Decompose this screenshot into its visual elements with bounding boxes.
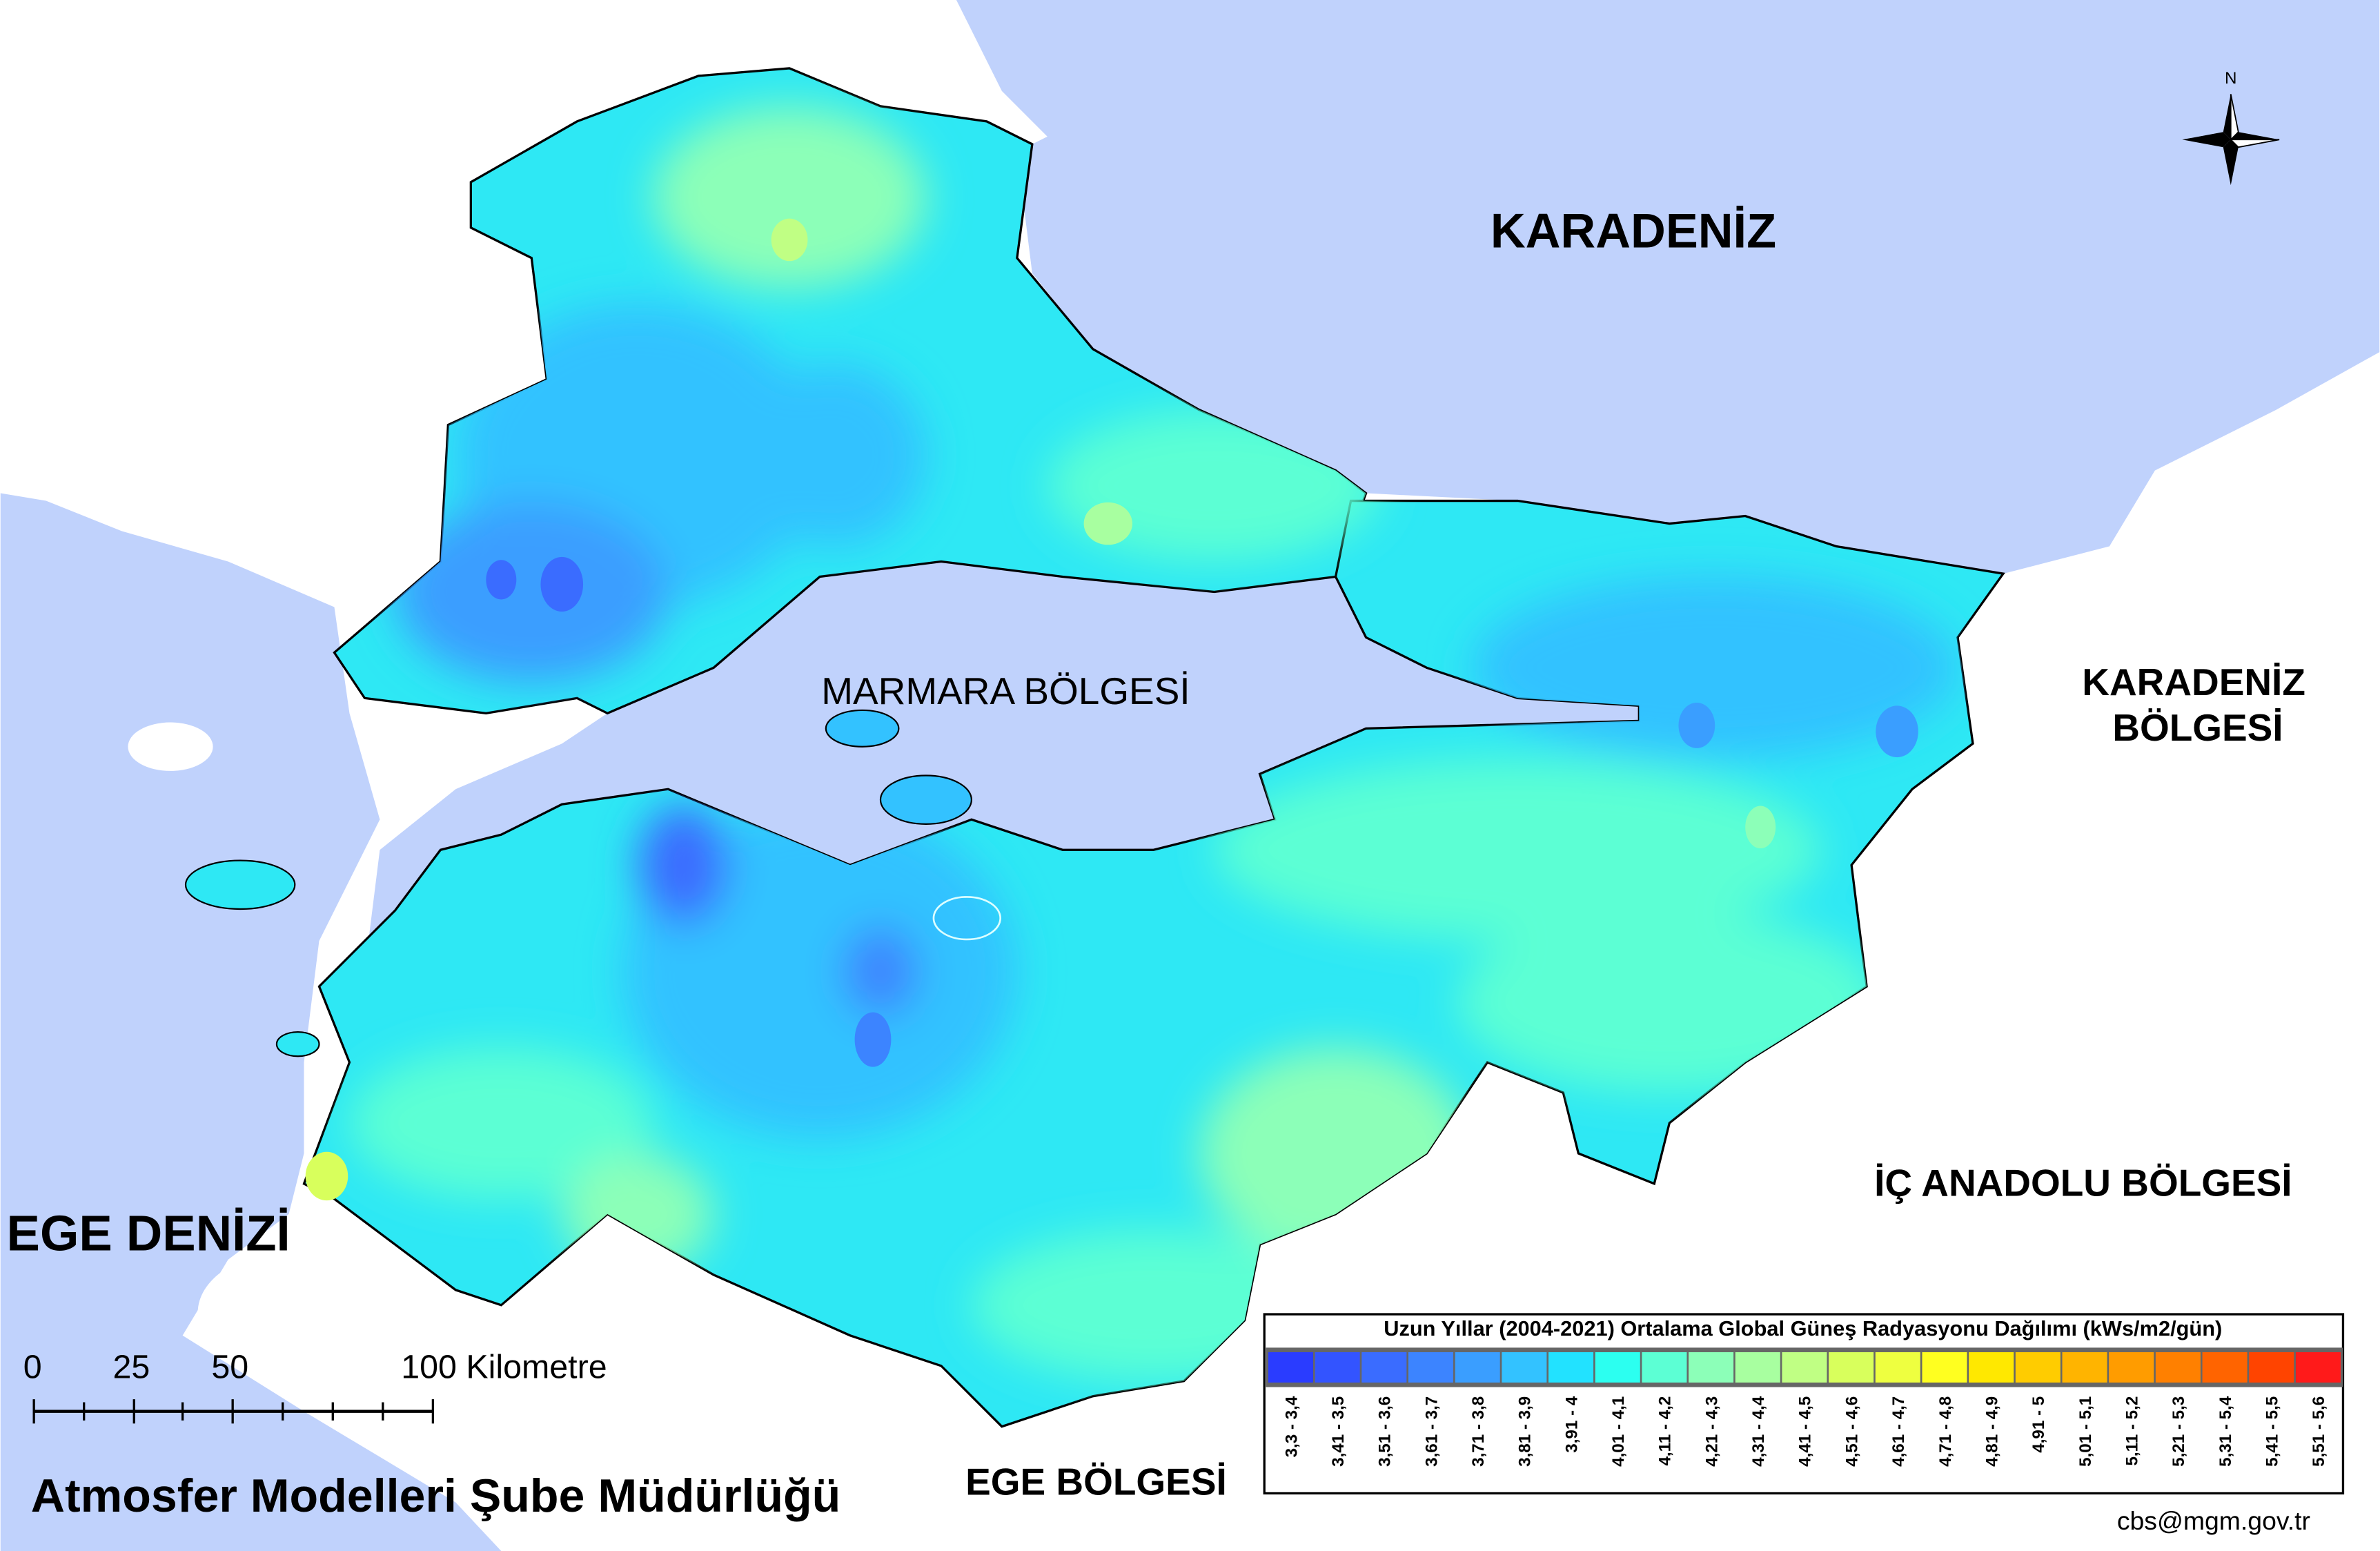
legend-swatch	[2249, 1352, 2294, 1383]
legend-class-label: 4,31 - 4,4	[1749, 1396, 1768, 1467]
legend-class-label: 5,11 - 5,2	[2123, 1396, 2141, 1466]
radiation-spots	[305, 218, 1918, 1201]
north-arrow-icon: N	[2182, 69, 2280, 186]
legend: Uzun Yıllar (2004-2021) Ortalama Global …	[1263, 1313, 2345, 1495]
legend-class-label: 5,31 - 5,4	[2216, 1396, 2235, 1467]
scale-tick-50: 50	[211, 1348, 248, 1385]
legend-class-label: 4,51 - 4,6	[1842, 1396, 1861, 1467]
scale-tick-100: 100 Kilometre	[401, 1348, 607, 1385]
agency-label: Atmosfer Modelleri Şube Müdürlüğü	[31, 1470, 841, 1522]
email-label: cbs@mgm.gov.tr	[2117, 1506, 2310, 1535]
legend-class-label: 4,61 - 4,7	[1889, 1396, 1908, 1467]
north-label: N	[2225, 69, 2236, 88]
scale-tick-25: 25	[112, 1348, 150, 1385]
legend-swatch	[1455, 1352, 1500, 1383]
scale-bar: 0 25 50 100 Kilometre	[23, 1348, 607, 1424]
legend-swatch	[2062, 1352, 2107, 1383]
legend-class-label: 3,61 - 3,7	[1422, 1396, 1441, 1467]
legend-class-label: 5,41 - 5,5	[2263, 1396, 2282, 1467]
legend-class-label: 4,71 - 4,8	[1936, 1396, 1955, 1467]
legend-swatch	[1782, 1352, 1827, 1383]
legend-swatch	[1875, 1352, 1920, 1383]
legend-swatch	[1829, 1352, 1874, 1383]
legend-class-label: 3,3 - 3,4	[1282, 1396, 1301, 1457]
legend-swatch	[1315, 1352, 1360, 1383]
legend-class-label: 4,91 - 5	[2029, 1396, 2048, 1453]
legend-swatch	[1689, 1352, 1734, 1383]
label-central-anatolia: İÇ ANADOLU BÖLGESİ	[1874, 1162, 2292, 1204]
legend-swatch	[1735, 1352, 1780, 1383]
kapidag-peninsula	[879, 774, 972, 825]
label-marmara-region: MARMARA BÖLGESİ	[821, 670, 1190, 712]
label-aegean-sea: EGE DENİZİ	[7, 1206, 291, 1262]
legend-swatch	[1548, 1352, 1594, 1383]
legend-class-label: 5,21 - 5,3	[2170, 1396, 2188, 1467]
legend-class-label: 3,41 - 3,5	[1329, 1396, 1348, 1467]
black-sea	[956, 0, 2380, 574]
scale-tick-0: 0	[23, 1348, 42, 1385]
legend-class-label: 4,41 - 4,5	[1796, 1396, 1815, 1467]
legend-class-label: 3,91 - 4	[1562, 1396, 1581, 1453]
legend-class-label: 4,81 - 4,9	[1983, 1396, 2001, 1467]
legend-class-label: 5,51 - 5,6	[2310, 1396, 2328, 1467]
legend-swatch	[1595, 1352, 1640, 1383]
gokceada-island	[184, 859, 296, 910]
legend-swatch	[2295, 1352, 2341, 1383]
label-black-sea: KARADENİZ	[1491, 203, 1776, 257]
lake	[932, 896, 1001, 941]
label-black-sea-region-1: KARADENİZ	[2082, 661, 2305, 703]
legend-swatch	[1408, 1352, 1454, 1383]
legend-class-label: 3,81 - 3,9	[1516, 1396, 1535, 1467]
legend-swatch	[1502, 1352, 1547, 1383]
legend-swatch	[2015, 1352, 2061, 1383]
legend-swatch	[2155, 1352, 2201, 1383]
bozcaada-island	[275, 1031, 320, 1057]
label-black-sea-region-2: BÖLGESİ	[2112, 706, 2283, 749]
legend-class-label: 4,11 - 4,2	[1656, 1396, 1675, 1466]
legend-class-label: 3,51 - 3,6	[1376, 1396, 1395, 1467]
legend-swatch	[1922, 1352, 1967, 1383]
legend-class-label: 4,21 - 4,3	[1702, 1396, 1721, 1467]
aegean-sea	[0, 493, 502, 1551]
lesbos-island-white	[197, 1251, 380, 1374]
legend-swatch	[2202, 1352, 2248, 1383]
legend-title: Uzun Yıllar (2004-2021) Ortalama Global …	[1384, 1316, 2222, 1340]
sea-of-marmara	[364, 561, 1640, 972]
legend-swatch	[1642, 1352, 1687, 1383]
legend-class-label: 5,01 - 5,1	[2076, 1396, 2095, 1467]
aegean-island-white	[128, 722, 213, 771]
legend-swatch	[1361, 1352, 1407, 1383]
legend-class-label: 4,01 - 4,1	[1609, 1396, 1628, 1467]
legend-swatch	[2109, 1352, 2154, 1383]
label-aegean-region: EGE BÖLGESİ	[965, 1461, 1227, 1503]
legend-swatch	[1969, 1352, 2014, 1383]
marmara-island	[825, 709, 900, 748]
legend-swatch	[1268, 1352, 1313, 1383]
legend-class-label: 3,71 - 3,8	[1469, 1396, 1488, 1467]
